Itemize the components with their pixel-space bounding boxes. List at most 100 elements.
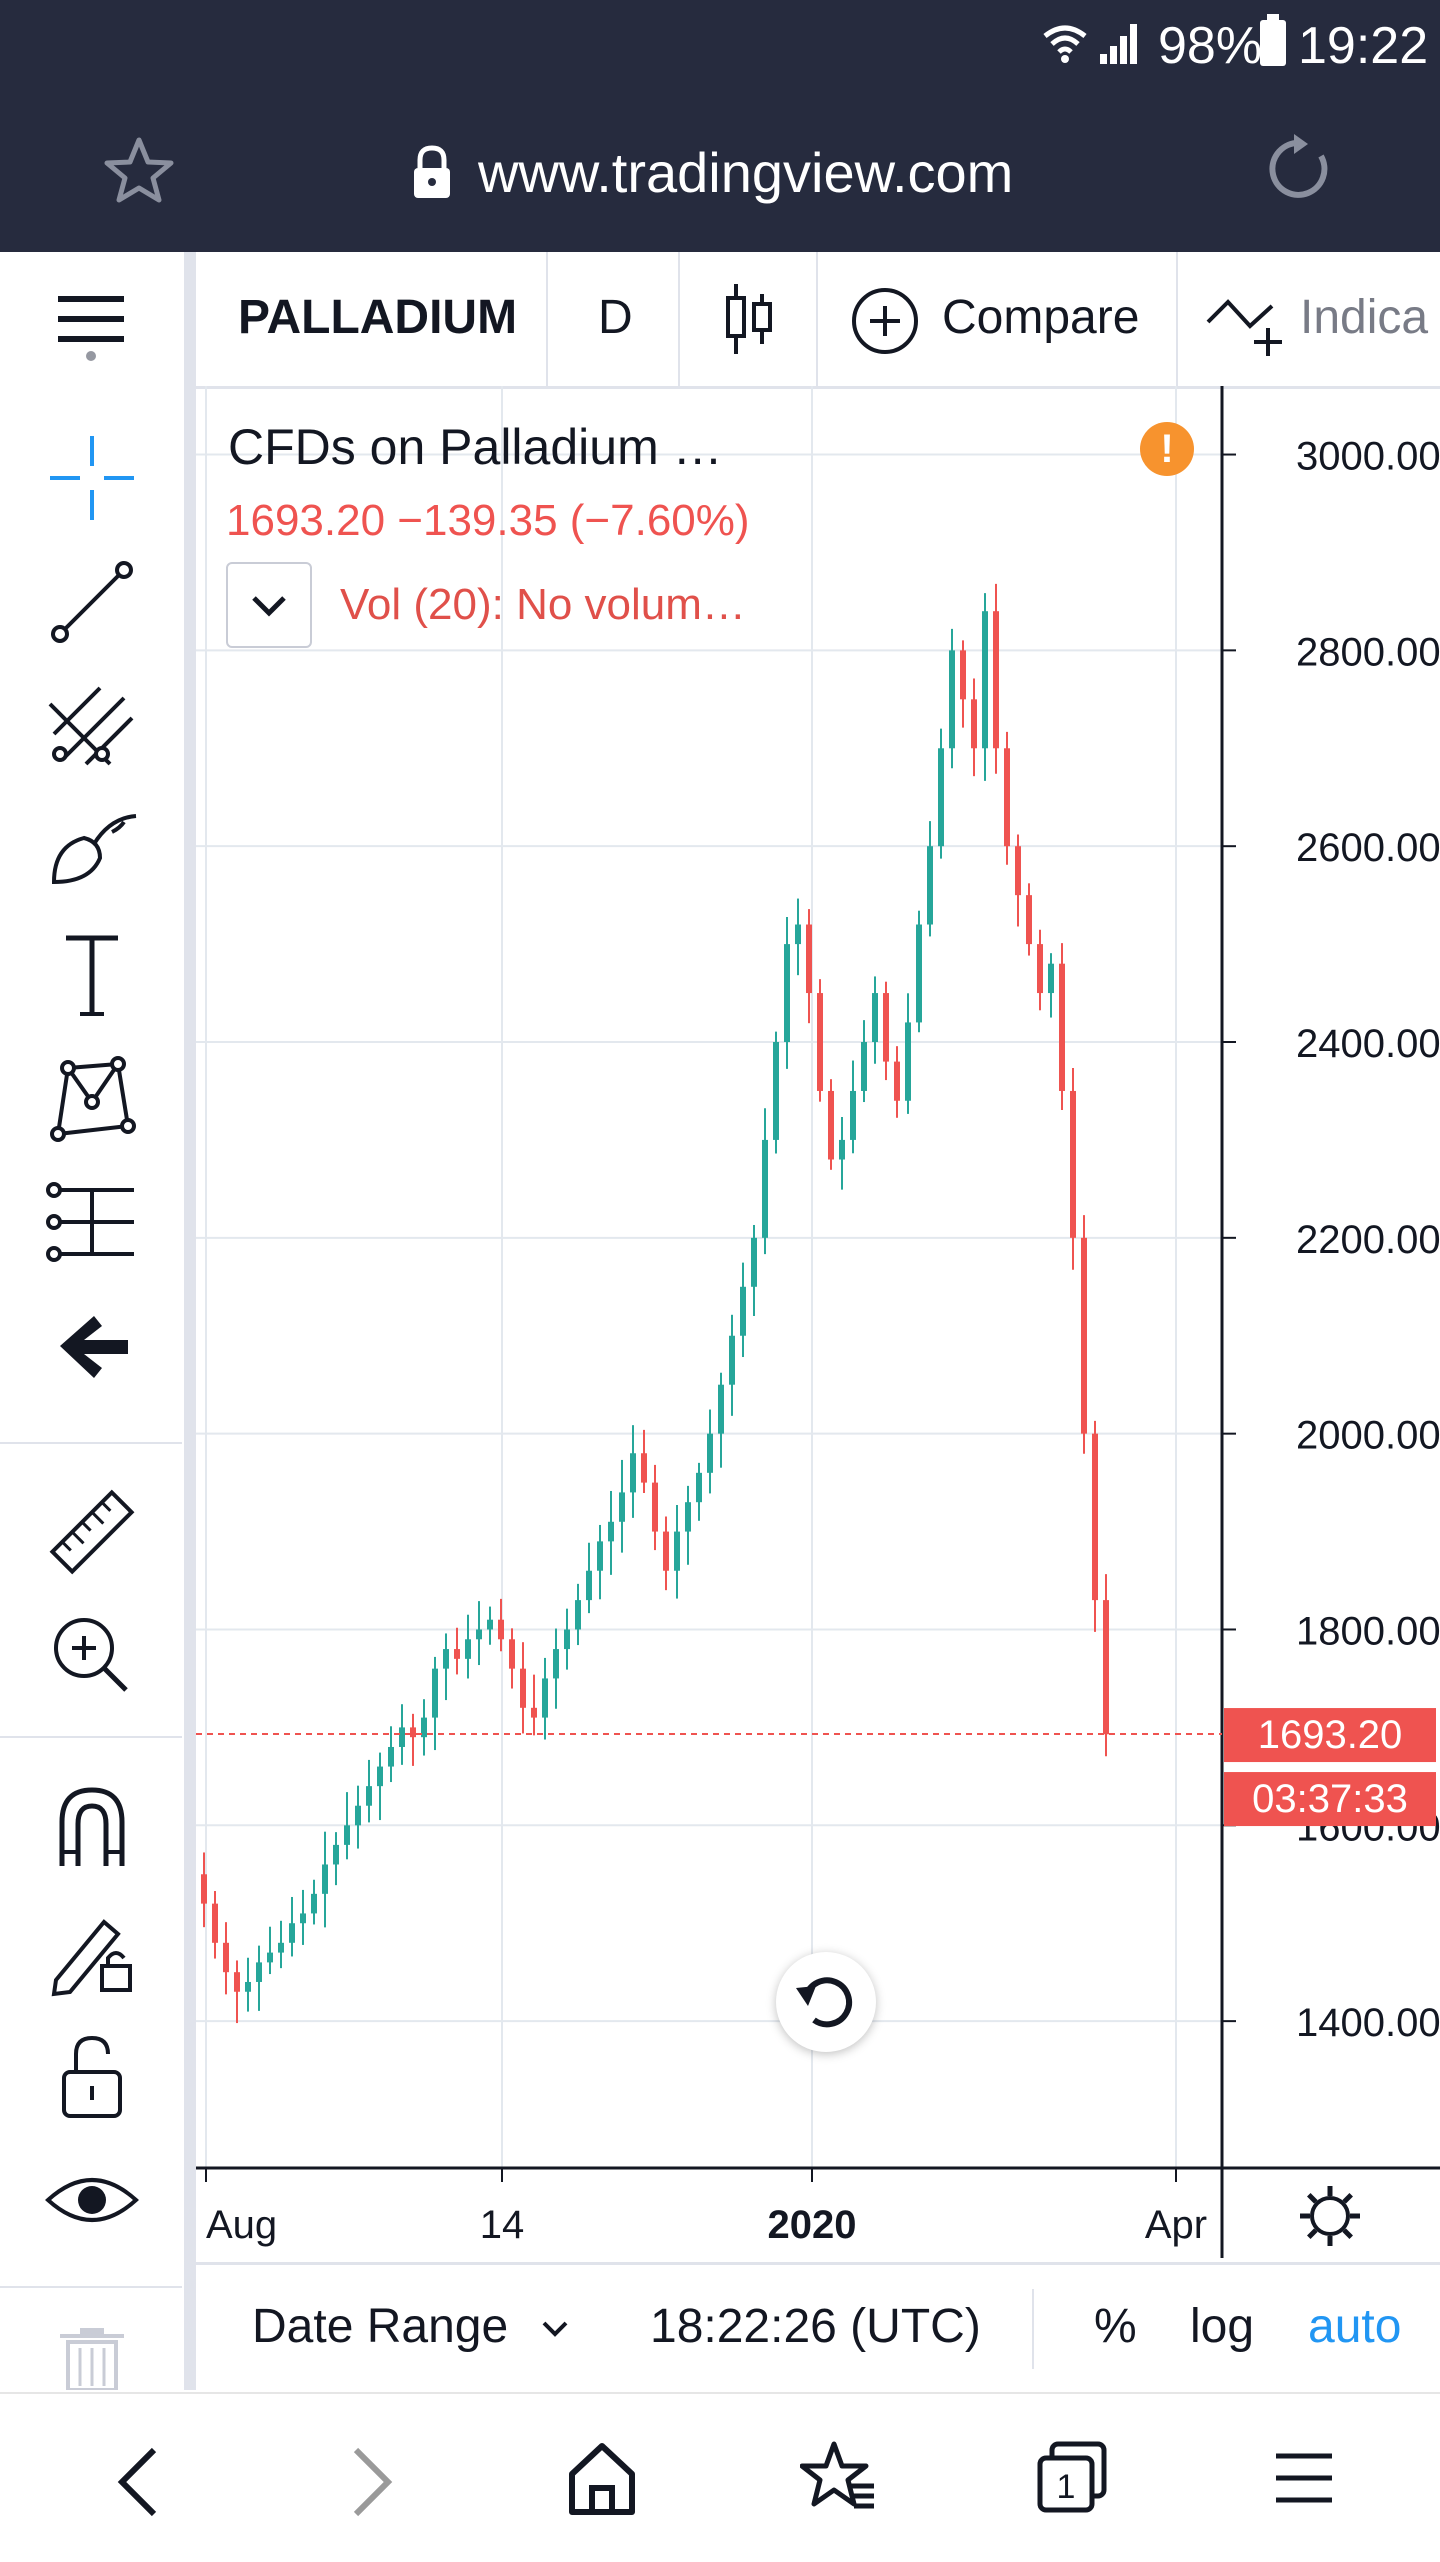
bookmarks-icon[interactable]: [800, 2438, 876, 2518]
bar-countdown-text: 03:37:33: [1252, 1777, 1408, 1821]
wifi-icon: [1043, 25, 1087, 63]
candle: [399, 1704, 405, 1765]
brush-icon[interactable]: [40, 798, 144, 902]
candles: [201, 583, 1109, 2024]
candle: [245, 1957, 251, 2012]
browser-nav-bar: 1: [0, 2392, 1440, 2562]
axis-settings-icon[interactable]: [1300, 2186, 1360, 2246]
pattern-tool-icon[interactable]: [40, 1046, 144, 1150]
price-chart[interactable]: 3000.00 2800.00 2600.00 2400.00 2200.00 2000.…: [196, 386, 1440, 2260]
reload-icon[interactable]: [1266, 134, 1336, 204]
symbol-button[interactable]: PALLADIUM: [238, 291, 518, 344]
log-scale-toggle[interactable]: log: [1190, 2300, 1255, 2353]
candle: [960, 640, 966, 728]
legend-title[interactable]: CFDs on Palladium …: [228, 419, 723, 475]
candle: [465, 1614, 471, 1679]
star-icon[interactable]: [104, 136, 174, 204]
candle: [927, 821, 933, 937]
hamburger-menu-icon: [58, 296, 124, 361]
time-tick-label: Aug: [206, 2203, 277, 2247]
url-text[interactable]: www.tradingview.com: [478, 141, 1014, 204]
trend-line-icon[interactable]: [40, 550, 144, 654]
price-tick-label: 2800.00: [1296, 630, 1440, 674]
forward-icon[interactable]: [344, 2444, 400, 2520]
menu-button[interactable]: [0, 252, 184, 386]
candle: [586, 1542, 592, 1614]
home-icon[interactable]: [566, 2438, 638, 2518]
chart-pane[interactable]: 3000.00 2800.00 2600.00 2400.00 2200.00 2000.…: [196, 386, 1440, 2260]
interval-button[interactable]: D: [598, 291, 633, 344]
candle: [608, 1490, 614, 1575]
candle: [707, 1409, 713, 1494]
bar-countdown-label: 03:37:33: [1224, 1772, 1436, 1827]
trash-icon[interactable]: [40, 2326, 144, 2390]
candle: [861, 1020, 867, 1103]
back-arrow-icon[interactable]: [40, 1294, 144, 1398]
battery-percent: 98%: [1158, 17, 1263, 75]
candle: [993, 583, 999, 774]
price-tick-label: 2400.00: [1296, 1022, 1440, 1066]
candle: [355, 1785, 361, 1849]
browser-header: 98% 19:22 www.tradingview.com: [0, 0, 1440, 252]
compare-label: Compare: [942, 291, 1140, 344]
candle: [234, 1960, 240, 2024]
candle: [949, 628, 955, 769]
candle: [828, 1079, 834, 1170]
candle: [575, 1583, 581, 1646]
candle: [1037, 929, 1043, 1011]
date-range-button[interactable]: Date Range: [252, 2265, 582, 2393]
tabs-icon[interactable]: 1: [1036, 2440, 1108, 2516]
candle: [1070, 1067, 1076, 1270]
candle: [1081, 1215, 1087, 1454]
auto-scale-toggle[interactable]: auto: [1308, 2300, 1402, 2353]
back-icon[interactable]: [110, 2444, 166, 2520]
candle: [982, 593, 988, 781]
toolbar-divider: [184, 252, 196, 2390]
candle: [663, 1516, 669, 1591]
plus-circle-icon: [852, 288, 918, 354]
legend-price-change: 1693.20 −139.35 (−7.60%): [226, 496, 750, 545]
candle: [1092, 1420, 1098, 1632]
reset-chart-button[interactable]: [776, 1952, 876, 2052]
lock-drawing-icon[interactable]: [40, 1900, 144, 2004]
unlock-icon[interactable]: [40, 2024, 144, 2128]
warning-icon[interactable]: !: [1140, 422, 1194, 476]
magnet-icon[interactable]: [40, 1776, 144, 1880]
chevron-down-icon: [542, 2321, 568, 2337]
candle: [454, 1627, 460, 1675]
last-price-text: 1693.20: [1258, 1713, 1403, 1757]
volume-indicator-label[interactable]: Vol (20): No volum…: [340, 580, 746, 629]
candle: [311, 1879, 317, 1925]
utc-clock[interactable]: 18:22:26 (UTC): [650, 2300, 981, 2353]
browser-menu-icon[interactable]: [1274, 2448, 1334, 2508]
candle: [729, 1314, 735, 1416]
time-tick-label: 2020: [768, 2203, 857, 2247]
crosshair-cursor-icon[interactable]: [40, 426, 144, 530]
indicators-button[interactable]: Indica: [1200, 252, 1440, 386]
candle: [223, 1922, 229, 1995]
ruler-icon[interactable]: [40, 1480, 144, 1584]
percent-scale-toggle[interactable]: %: [1094, 2300, 1137, 2353]
candle: [1103, 1574, 1109, 1757]
candles-chart-type-icon[interactable]: [724, 282, 774, 356]
candle: [938, 728, 944, 859]
lock-icon: [414, 145, 450, 198]
url-bar[interactable]: www.tradingview.com: [0, 100, 1440, 240]
candle: [751, 1224, 757, 1316]
candle: [267, 1926, 273, 1975]
candle: [1004, 731, 1010, 865]
compare-button[interactable]: Compare: [846, 252, 1186, 386]
zoom-in-icon[interactable]: [40, 1604, 144, 1708]
candle: [553, 1628, 559, 1709]
candle: [564, 1608, 570, 1670]
candle: [542, 1657, 548, 1740]
legend-collapse-button[interactable]: [226, 562, 312, 648]
prediction-measure-icon[interactable]: [40, 1170, 144, 1274]
candle: [322, 1831, 328, 1928]
candle: [850, 1060, 856, 1154]
price-tick-label: 2200.00: [1296, 1218, 1440, 1262]
pitchfork-icon[interactable]: [40, 674, 144, 778]
candle: [443, 1633, 449, 1701]
eye-icon[interactable]: [40, 2148, 144, 2252]
text-tool-icon[interactable]: [40, 922, 144, 1026]
